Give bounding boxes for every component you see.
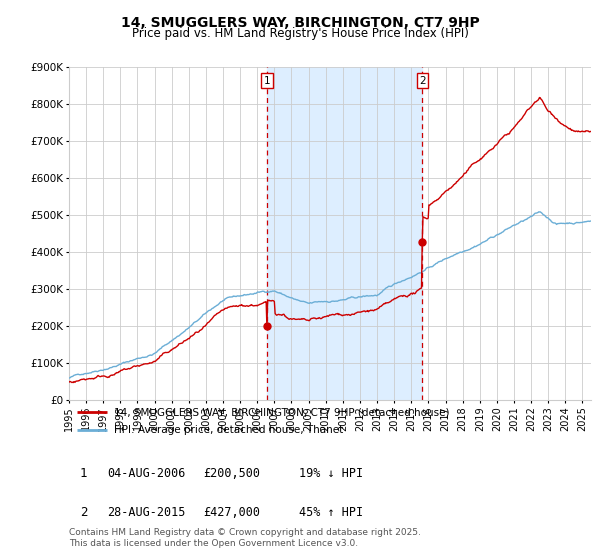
Text: 2: 2 bbox=[419, 76, 426, 86]
Bar bbox=[267, 67, 422, 400]
Text: 14, SMUGGLERS WAY, BIRCHINGTON, CT7 9HP: 14, SMUGGLERS WAY, BIRCHINGTON, CT7 9HP bbox=[121, 16, 479, 30]
Text: 28-AUG-2015: 28-AUG-2015 bbox=[107, 506, 185, 519]
Text: Price paid vs. HM Land Registry's House Price Index (HPI): Price paid vs. HM Land Registry's House … bbox=[131, 27, 469, 40]
Text: 1: 1 bbox=[80, 466, 87, 480]
Text: £200,500: £200,500 bbox=[203, 466, 260, 480]
Text: £427,000: £427,000 bbox=[203, 506, 260, 519]
Text: Contains HM Land Registry data © Crown copyright and database right 2025.
This d: Contains HM Land Registry data © Crown c… bbox=[69, 528, 421, 548]
Text: HPI: Average price, detached house, Thanet: HPI: Average price, detached house, Than… bbox=[114, 425, 343, 435]
Text: 04-AUG-2006: 04-AUG-2006 bbox=[107, 466, 185, 480]
Text: 19% ↓ HPI: 19% ↓ HPI bbox=[299, 466, 363, 480]
Text: 45% ↑ HPI: 45% ↑ HPI bbox=[299, 506, 363, 519]
Text: 1: 1 bbox=[264, 76, 271, 86]
Text: 2: 2 bbox=[80, 506, 87, 519]
Text: 14, SMUGGLERS WAY, BIRCHINGTON, CT7 9HP (detached house): 14, SMUGGLERS WAY, BIRCHINGTON, CT7 9HP … bbox=[114, 407, 449, 417]
